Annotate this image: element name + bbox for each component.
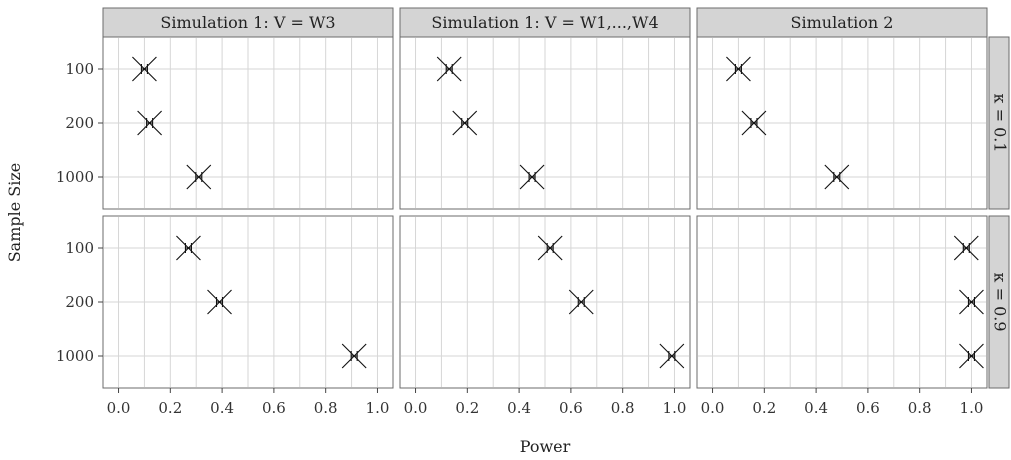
data-point xyxy=(207,289,232,315)
x-tick-label: 0.2 xyxy=(752,399,776,417)
row-strips: κ = 0.1 κ = 0.9 xyxy=(988,36,1010,389)
x-tick-label: 0.4 xyxy=(804,399,828,417)
column-strip xyxy=(102,7,394,38)
x-tick-label: 1.0 xyxy=(663,399,687,417)
x-tick-label: 0.0 xyxy=(404,399,428,417)
data-point xyxy=(824,164,850,190)
data-point xyxy=(519,164,545,190)
panel xyxy=(399,215,691,389)
chart-panels xyxy=(102,36,988,389)
panel xyxy=(696,215,988,389)
y-axis-title: Sample Size xyxy=(5,163,24,263)
data-point xyxy=(137,110,162,136)
x-tick-label: 0.2 xyxy=(158,399,182,417)
x-tick-label: 0.6 xyxy=(856,399,880,417)
column-strip-label: Simulation 1: V = W3 xyxy=(160,13,335,32)
data-point xyxy=(726,56,751,82)
x-tick-label: 0.6 xyxy=(559,399,583,417)
data-point xyxy=(452,110,478,136)
x-tick-label: 0.8 xyxy=(908,399,932,417)
data-point xyxy=(959,343,984,369)
data-point xyxy=(741,110,767,136)
y-tick-label: 1000 xyxy=(56,168,94,186)
data-point xyxy=(132,56,157,82)
data-point xyxy=(953,235,979,261)
y-tick-label: 200 xyxy=(65,293,94,311)
data-point xyxy=(186,164,212,190)
panel xyxy=(399,36,691,210)
data-point xyxy=(659,343,685,369)
y-tick-label: 100 xyxy=(65,239,94,257)
x-tick-label: 0.8 xyxy=(314,399,338,417)
data-point xyxy=(568,289,594,315)
x-tick-label: 0.4 xyxy=(210,399,234,417)
x-tick-label: 0.8 xyxy=(611,399,635,417)
row-strip xyxy=(988,215,1010,389)
column-strips: Simulation 1: V = W3 Simulation 1: V = W1… xyxy=(102,7,988,38)
x-tick-label: 0.4 xyxy=(507,399,531,417)
column-strip xyxy=(399,7,691,38)
x-tick-label: 1.0 xyxy=(366,399,390,417)
x-tick-label: 1.0 xyxy=(960,399,984,417)
axes: 0.0 0.2 0.4 0.6 0.8 1.0 0.0 0.2 0.4 0.6 0.8 1.0 0.0 0… xyxy=(56,60,984,417)
x-axis-title: Power xyxy=(520,437,571,456)
row-strip-label: κ = 0.9 xyxy=(991,272,1010,331)
x-tick-label: 0.2 xyxy=(455,399,479,417)
column-strip-label: Simulation 1: V = W1,...,W4 xyxy=(431,13,658,32)
data-point xyxy=(176,235,201,261)
row-strip xyxy=(988,36,1010,210)
column-strip xyxy=(696,7,988,38)
data-point xyxy=(341,343,367,369)
data-point xyxy=(537,235,563,261)
y-tick-label: 200 xyxy=(65,114,94,132)
data-point xyxy=(436,56,462,82)
row-strip-label: κ = 0.1 xyxy=(991,93,1010,152)
x-tick-label: 0.6 xyxy=(262,399,286,417)
y-tick-label: 1000 xyxy=(56,347,94,365)
x-tick-label: 0.0 xyxy=(701,399,725,417)
data-point xyxy=(959,289,984,315)
panel xyxy=(102,215,394,389)
y-tick-label: 100 xyxy=(65,60,94,78)
panel xyxy=(696,36,988,210)
column-strip-label: Simulation 2 xyxy=(791,13,894,32)
x-tick-label: 0.0 xyxy=(107,399,131,417)
